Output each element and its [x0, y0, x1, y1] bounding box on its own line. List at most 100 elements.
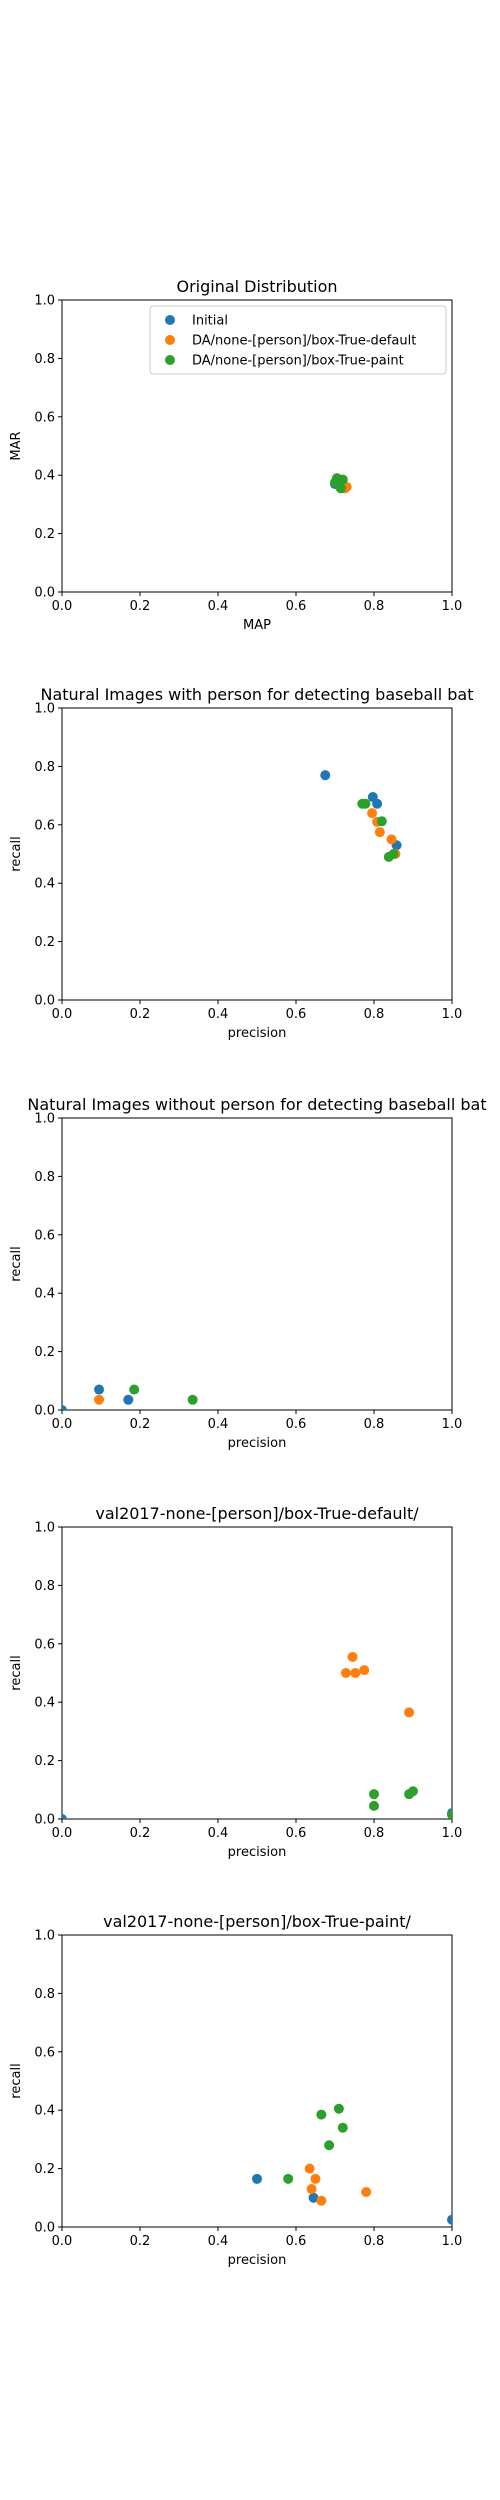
data-point — [337, 2122, 348, 2133]
x-tick-label: 0.8 — [364, 1007, 385, 1022]
data-point — [94, 1394, 105, 1405]
y-tick-label: 0.8 — [34, 760, 55, 775]
y-tick-label: 0.0 — [34, 994, 55, 1009]
data-point — [62, 1814, 67, 1819]
y-tick-label: 1.0 — [34, 1929, 55, 1944]
x-tick-label: 1.0 — [442, 1007, 463, 1022]
y-axis-label: recall — [9, 1655, 24, 1690]
data-point — [337, 474, 348, 485]
plot-area — [62, 1384, 198, 1410]
x-tick-label: 0.4 — [208, 1007, 229, 1022]
data-point — [316, 2109, 327, 2120]
data-point — [320, 770, 331, 781]
y-axis-label: recall — [9, 836, 24, 871]
data-point — [408, 1786, 418, 1797]
legend: Initial DA/none-[person]/box-True-default… — [149, 305, 447, 375]
data-point — [374, 827, 385, 838]
x-axis-label: precision — [228, 1026, 287, 1041]
plot-area — [320, 770, 402, 862]
y-tick-label: 1.0 — [34, 1112, 55, 1127]
axes-frame — [61, 707, 453, 1001]
data-point — [376, 816, 387, 827]
data-point — [367, 808, 378, 819]
y-tick-label: 0.0 — [34, 586, 55, 601]
legend-box — [149, 305, 447, 375]
y-tick-label: 0.0 — [34, 2221, 55, 2236]
data-point — [386, 834, 397, 845]
x-tick-label: 0.8 — [364, 2234, 385, 2249]
x-axis-label: MAP — [243, 618, 271, 633]
x-tick-label: 0.0 — [52, 1826, 73, 1841]
x-tick-label: 0.2 — [130, 1007, 151, 1022]
legend-marker — [165, 335, 175, 345]
axes-frame — [61, 1526, 453, 1820]
y-tick-label: 0.8 — [34, 1170, 55, 1185]
chart-title: val2017-none-[person]/box-True-paint/ — [103, 1912, 411, 1931]
axes-frame — [61, 1934, 453, 2228]
data-point — [123, 1394, 134, 1405]
data-point — [94, 1384, 105, 1395]
x-tick-label: 0.6 — [286, 1826, 307, 1841]
axes-frame — [61, 299, 453, 593]
x-tick-label: 0.0 — [52, 1417, 73, 1432]
data-point — [350, 1668, 361, 1678]
y-tick-label: 1.0 — [34, 702, 55, 717]
y-tick-label: 1.0 — [34, 1521, 55, 1536]
x-tick-label: 0.4 — [208, 599, 229, 614]
axes-frame — [61, 1117, 453, 1411]
x-tick-label: 0.2 — [130, 599, 151, 614]
x-tick-label: 0.8 — [364, 1417, 385, 1432]
data-point — [347, 1651, 358, 1662]
y-axis-label: recall — [9, 2063, 24, 2098]
y-tick-label: 0.6 — [34, 2045, 55, 2060]
x-tick-label: 0.2 — [130, 2234, 151, 2249]
chart-1: Original Distribution 0.0 0.2 0.4 0.6 0.8 1.0 0… — [9, 277, 462, 633]
chart-5: val2017-none-[person]/box-True-paint/0.0… — [9, 1912, 462, 2268]
y-tick-label: 0.2 — [34, 935, 55, 950]
y-tick-label: 0.0 — [34, 1404, 55, 1419]
data-point — [447, 1809, 452, 1819]
plot-area — [252, 2103, 452, 2225]
y-tick-label: 0.2 — [34, 1345, 55, 1360]
x-tick-label: 1.0 — [442, 1826, 463, 1841]
chart-title: Natural Images with person for detecting… — [40, 685, 473, 704]
data-point — [330, 477, 340, 488]
x-tick-label: 0.0 — [52, 1007, 73, 1022]
data-point — [308, 2192, 319, 2203]
y-tick-label: 0.4 — [34, 1287, 55, 1302]
data-point — [333, 2103, 344, 2114]
data-point — [369, 1789, 379, 1800]
y-tick-label: 0.0 — [34, 1813, 55, 1828]
data-point — [283, 2173, 294, 2184]
x-tick-label: 0.0 — [52, 599, 73, 614]
plot-area — [62, 1651, 452, 1819]
data-point — [310, 2173, 321, 2184]
x-tick-label: 0.8 — [364, 1826, 385, 1841]
x-tick-label: 1.0 — [442, 2234, 463, 2249]
x-tick-label: 0.4 — [208, 1417, 229, 1432]
x-tick-label: 0.6 — [286, 1417, 307, 1432]
y-tick-label: 0.6 — [34, 1228, 55, 1243]
data-point — [447, 2214, 452, 2225]
y-axis-label: MAR — [9, 431, 24, 460]
legend-entry: DA/none-[person]/box-True-default — [192, 334, 416, 349]
data-point — [62, 1405, 67, 1410]
x-tick-label: 0.6 — [286, 1007, 307, 1022]
y-tick-label: 0.6 — [34, 410, 55, 425]
legend-entry: DA/none-[person]/box-True-paint — [192, 354, 404, 369]
y-tick-label: 0.6 — [34, 818, 55, 833]
x-tick-label: 0.2 — [130, 1417, 151, 1432]
legend-marker — [165, 315, 175, 325]
data-point — [340, 1668, 351, 1678]
data-point — [359, 1665, 370, 1676]
y-tick-label: 0.8 — [34, 352, 55, 367]
y-tick-label: 0.8 — [34, 1579, 55, 1594]
legend-entry: Initial — [192, 314, 228, 329]
chart-3: Natural Images without person for detect… — [9, 1095, 487, 1451]
y-tick-label: 0.8 — [34, 1987, 55, 2002]
data-point — [252, 2173, 262, 2184]
data-point — [306, 2184, 317, 2195]
x-tick-label: 0.4 — [208, 2234, 229, 2249]
x-tick-label: 1.0 — [442, 1417, 463, 1432]
